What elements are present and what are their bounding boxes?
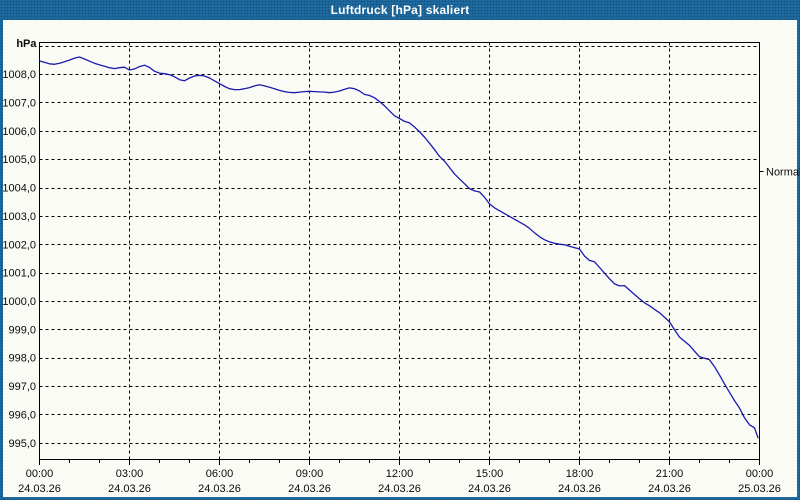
pressure-line [38, 56, 759, 439]
x-axis-time-label: 12:00 [386, 468, 414, 480]
y-axis-unit-label: hPa [16, 38, 37, 50]
x-axis-time-label: 21:00 [656, 468, 684, 480]
normal-marker-label: Normal [766, 167, 800, 179]
x-axis-time-label: 15:00 [476, 468, 504, 480]
y-axis-label: 1002,0 [2, 239, 36, 251]
x-axis-date-label: 24.03.26 [198, 483, 241, 495]
x-axis-date-label: 24.03.26 [108, 483, 151, 495]
x-axis-time-label: 09:00 [296, 468, 324, 480]
y-axis-label: 1004,0 [2, 183, 36, 195]
x-axis-time-label: 18:00 [566, 468, 594, 480]
x-axis-date-label: 25.03.26 [738, 483, 781, 495]
x-axis-time-label: 00:00 [746, 468, 774, 480]
x-axis-time-label: 06:00 [206, 468, 234, 480]
plot-border [39, 42, 760, 460]
y-axis-label: 1000,0 [2, 296, 36, 308]
y-axis-label: 996,0 [8, 409, 36, 421]
y-axis-label: 1007,0 [2, 97, 36, 109]
y-axis-label: 1006,0 [2, 126, 36, 138]
y-axis-label: 1008,0 [2, 69, 36, 81]
x-axis-time-label: 03:00 [116, 468, 144, 480]
y-axis-label: 997,0 [8, 381, 36, 393]
x-axis-date-label: 24.03.26 [288, 483, 331, 495]
x-axis-date-label: 24.03.26 [558, 483, 601, 495]
y-axis-label: 998,0 [8, 353, 36, 365]
x-axis-date-label: 24.03.26 [378, 483, 421, 495]
x-axis-time-label: 00:00 [26, 468, 54, 480]
x-axis-date-label: 24.03.26 [18, 483, 61, 495]
y-axis-label: 1003,0 [2, 211, 36, 223]
y-axis-label: 999,0 [8, 324, 36, 336]
window-title: Luftdruck [hPa] skaliert [330, 3, 470, 17]
y-axis-label: 995,0 [8, 438, 36, 450]
y-axis-label: 1005,0 [2, 154, 36, 166]
title-bar[interactable]: Luftdruck [hPa] skaliert [0, 0, 800, 20]
y-axis-label: 1001,0 [2, 268, 36, 280]
x-axis-date-label: 24.03.26 [468, 483, 511, 495]
x-axis-date-label: 24.03.26 [648, 483, 691, 495]
